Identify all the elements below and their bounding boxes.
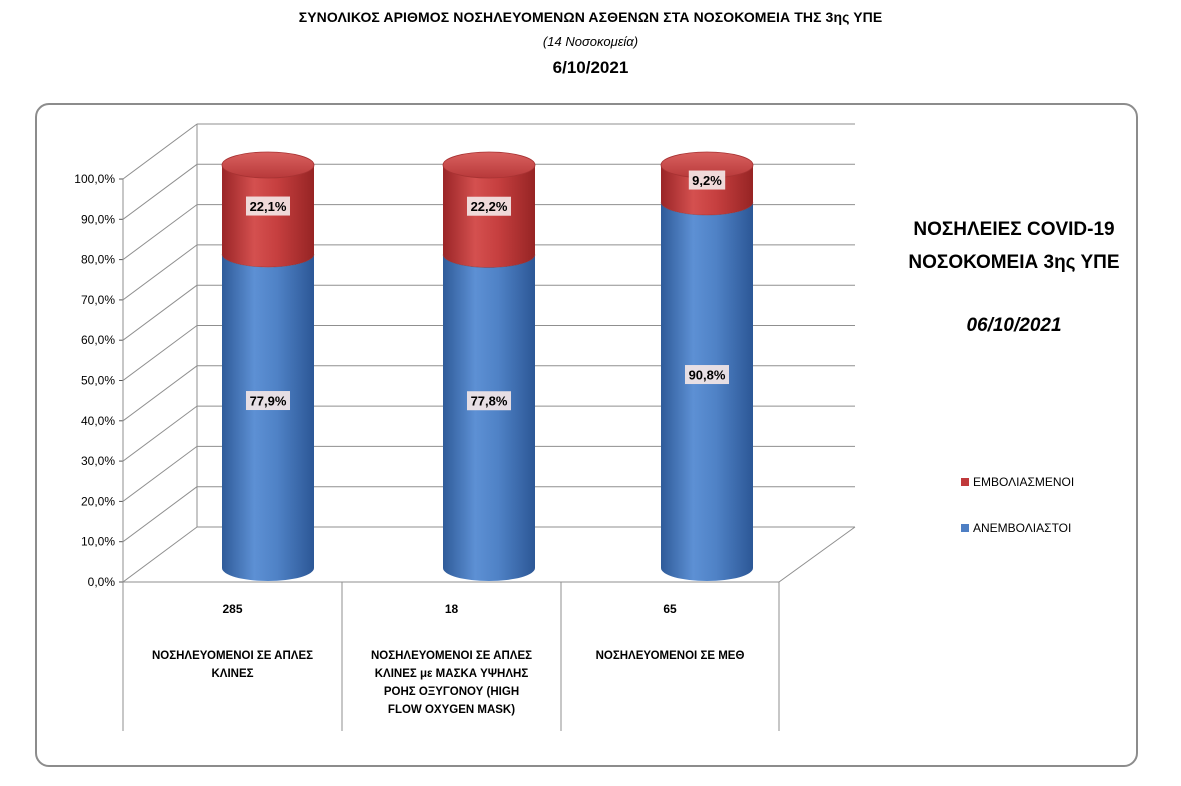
data-label-emvoliasmenoi: 22,2% bbox=[471, 199, 508, 214]
page-title: ΣΥΝΟΛΙΚΟΣ ΑΡΙΘΜΟΣ ΝΟΣΗΛΕΥΟΜΕΝΩΝ ΑΣΘΕΝΩΝ … bbox=[298, 9, 883, 25]
data-label-emvoliasmenoi: 22,1% bbox=[250, 199, 287, 214]
category-label: ΝΟΣΗΛΕΥΟΜΕΝΟΙ ΣΕ ΜΕΘ bbox=[596, 650, 745, 662]
legend-label: ΑΝΕΜΒΟΛΙΑΣΤΟΙ bbox=[973, 521, 1071, 535]
page-subtitle: (14 Νοσοκομεία) bbox=[542, 34, 639, 49]
gridline-diagonal bbox=[122, 445, 198, 502]
bar-segment-anemvoliastoi bbox=[661, 202, 753, 582]
bar-segment-emvoliasmenoi bbox=[443, 165, 535, 268]
y-tick-label: 50,0% bbox=[81, 374, 115, 388]
bar-segment-anemvoliastoi bbox=[443, 254, 535, 581]
y-tick-label: 100,0% bbox=[74, 172, 115, 186]
bar-segment-boundary bbox=[442, 254, 536, 268]
gridline-diagonal bbox=[122, 526, 198, 583]
bar-segment-anemvoliastoi bbox=[222, 254, 314, 582]
category-label: ΝΟΣΗΛΕΥΟΜΕΝΟΙ ΣΕ ΑΠΛΕΣ ΚΛΙΝΕΣ bbox=[152, 650, 313, 680]
legend-label: ΕΜΒΟΛΙΑΣΜΕΝΟΙ bbox=[973, 475, 1074, 489]
side-title-line1: ΝΟΣΗΛΕΙΕΣ COVID-19 bbox=[913, 219, 1114, 240]
data-label-anemvoliastoi-bg bbox=[467, 391, 511, 411]
data-label-anemvoliastoi-bg bbox=[685, 365, 729, 385]
legend-swatch bbox=[961, 524, 969, 532]
category-count: 18 bbox=[445, 602, 459, 616]
bar-segment-emvoliasmenoi bbox=[222, 165, 314, 268]
data-label-anemvoliastoi: 77,8% bbox=[471, 394, 508, 409]
gridline-diagonal bbox=[122, 163, 198, 220]
gridline-diagonal bbox=[122, 405, 198, 462]
bar-top-cap bbox=[221, 151, 315, 179]
gridline-diagonal bbox=[122, 365, 198, 422]
gridline-diagonal bbox=[122, 325, 198, 381]
y-tick-label: 70,0% bbox=[81, 293, 115, 307]
gridline-diagonal bbox=[122, 486, 198, 543]
data-label-anemvoliastoi-bg bbox=[246, 391, 290, 411]
chart-frame bbox=[35, 103, 1138, 767]
category-count: 285 bbox=[222, 602, 242, 616]
side-title-date: 06/10/2021 bbox=[966, 315, 1061, 336]
bar-segment-boundary bbox=[221, 254, 315, 268]
bar-segment-emvoliasmenoi bbox=[661, 165, 753, 216]
y-tick-label: 30,0% bbox=[81, 454, 115, 468]
y-tick-label: 10,0% bbox=[81, 535, 115, 549]
data-label-emvoliasmenoi-bg bbox=[467, 196, 511, 216]
y-tick-label: 40,0% bbox=[81, 414, 115, 428]
category-label: ΝΟΣΗΛΕΥΟΜΕΝΟΙ ΣΕ ΑΠΛΕΣ ΚΛΙΝΕΣ με ΜΑΣΚΑ ΥΨ… bbox=[371, 650, 532, 716]
data-label-emvoliasmenoi: 9,2% bbox=[692, 173, 722, 188]
y-tick-label: 0,0% bbox=[88, 575, 116, 589]
gridline-diagonal bbox=[122, 123, 198, 180]
side-title-line2: ΝΟΣΟΚΟΜΕΙΑ 3ης ΥΠΕ bbox=[908, 252, 1119, 273]
y-tick-label: 90,0% bbox=[81, 212, 115, 226]
data-label-emvoliasmenoi-bg bbox=[688, 170, 726, 190]
bar-segment-boundary bbox=[660, 202, 754, 216]
legend-swatch bbox=[961, 478, 969, 486]
y-tick-label: 20,0% bbox=[81, 494, 115, 508]
gridline-diagonal bbox=[122, 284, 198, 341]
data-label-anemvoliastoi: 90,8% bbox=[689, 368, 726, 383]
page-date: 6/10/2021 bbox=[552, 58, 629, 77]
category-count: 65 bbox=[663, 602, 677, 616]
data-label-anemvoliastoi: 77,9% bbox=[250, 394, 287, 409]
y-tick-label: 60,0% bbox=[81, 333, 115, 347]
gridline-diagonal bbox=[122, 204, 198, 261]
gridline-diagonal bbox=[122, 244, 198, 301]
bar-top-cap bbox=[442, 151, 536, 179]
data-label-emvoliasmenoi-bg bbox=[246, 196, 290, 216]
y-tick-label: 80,0% bbox=[81, 253, 115, 267]
